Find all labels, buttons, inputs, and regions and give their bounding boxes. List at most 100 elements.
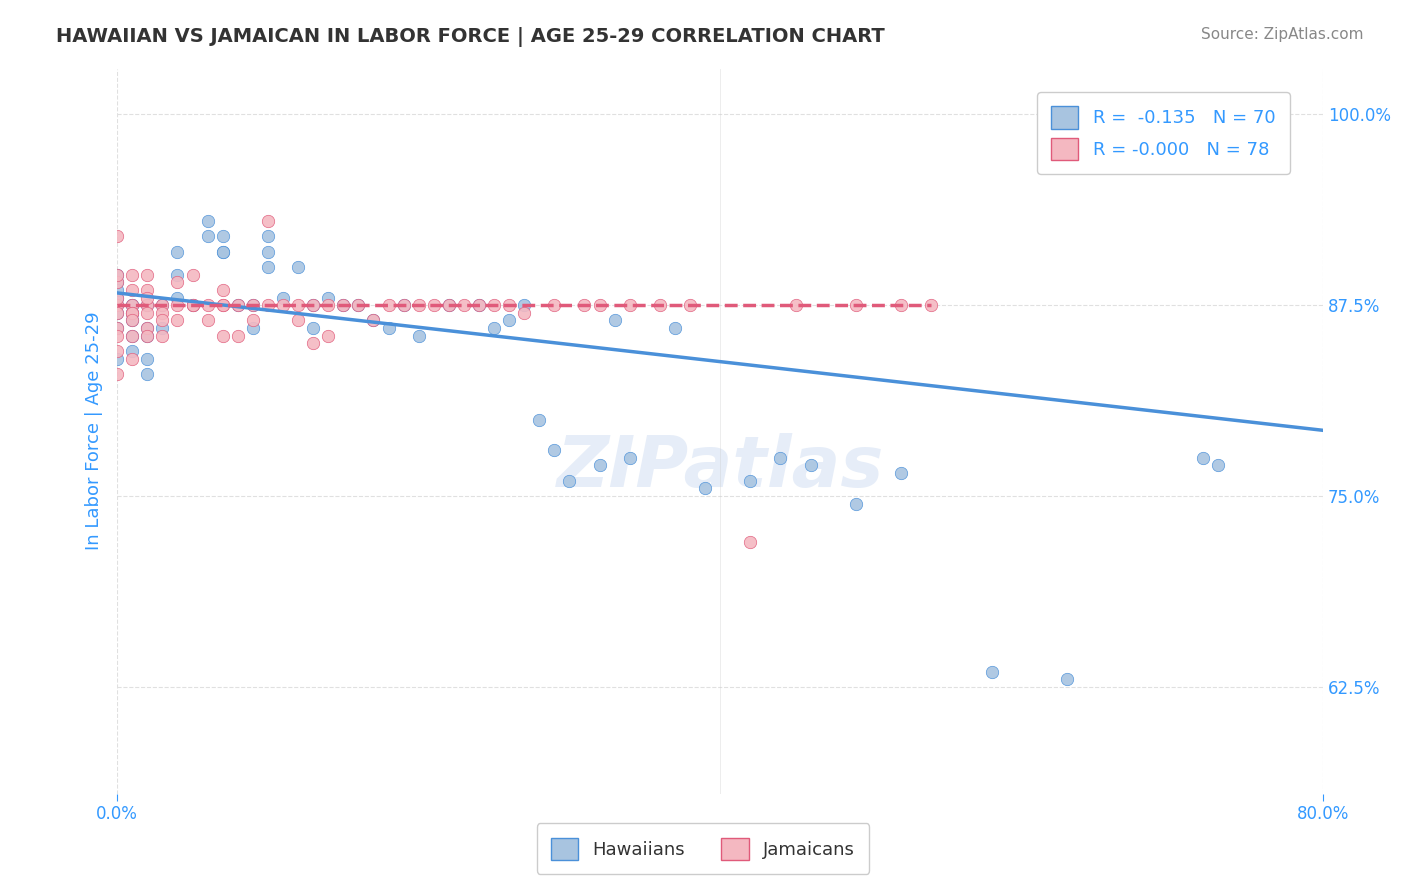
Point — [136, 298, 159, 312]
Point — [166, 313, 188, 327]
Point — [121, 313, 143, 327]
Point — [980, 665, 1002, 679]
Point — [211, 298, 233, 312]
Point — [105, 306, 128, 320]
Point — [211, 244, 233, 259]
Point — [152, 313, 174, 327]
Point — [121, 306, 143, 320]
Point — [105, 275, 128, 289]
Point — [197, 298, 219, 312]
Point — [242, 313, 264, 327]
Point — [105, 291, 128, 305]
Point — [181, 298, 204, 312]
Point — [136, 298, 159, 312]
Point — [543, 298, 565, 312]
Point — [121, 306, 143, 320]
Point — [482, 298, 505, 312]
Point — [211, 298, 233, 312]
Point — [693, 481, 716, 495]
Point — [422, 298, 444, 312]
Point — [529, 412, 551, 426]
Point — [257, 260, 280, 274]
Point — [257, 244, 280, 259]
Point — [197, 214, 219, 228]
Point — [845, 298, 868, 312]
Point — [408, 298, 430, 312]
Point — [136, 351, 159, 366]
Point — [136, 328, 159, 343]
Point — [105, 306, 128, 320]
Point — [121, 298, 143, 312]
Point — [105, 321, 128, 335]
Point — [211, 244, 233, 259]
Point — [498, 298, 520, 312]
Point — [482, 321, 505, 335]
Point — [226, 298, 249, 312]
Point — [740, 534, 762, 549]
Point — [121, 283, 143, 297]
Y-axis label: In Labor Force | Age 25-29: In Labor Force | Age 25-29 — [86, 312, 103, 550]
Point — [437, 298, 460, 312]
Point — [1206, 458, 1229, 473]
Point — [679, 298, 702, 312]
Text: ZIPatlas: ZIPatlas — [557, 433, 884, 502]
Point — [105, 328, 128, 343]
Point — [121, 328, 143, 343]
Point — [242, 298, 264, 312]
Point — [498, 313, 520, 327]
Point — [287, 260, 309, 274]
Point — [121, 298, 143, 312]
Point — [588, 458, 610, 473]
Point — [105, 268, 128, 282]
Point — [121, 298, 143, 312]
Point — [121, 313, 143, 327]
Point — [1191, 450, 1213, 465]
Point — [332, 298, 354, 312]
Point — [136, 306, 159, 320]
Point — [302, 321, 325, 335]
Point — [166, 268, 188, 282]
Point — [603, 313, 626, 327]
Point — [181, 298, 204, 312]
Text: Source: ZipAtlas.com: Source: ZipAtlas.com — [1201, 27, 1364, 42]
Point — [363, 313, 385, 327]
Point — [105, 275, 128, 289]
Point — [105, 291, 128, 305]
Point — [121, 343, 143, 358]
Point — [121, 306, 143, 320]
Point — [105, 283, 128, 297]
Point — [136, 283, 159, 297]
Point — [785, 298, 807, 312]
Point — [800, 458, 823, 473]
Point — [890, 298, 912, 312]
Point — [347, 298, 370, 312]
Point — [211, 328, 233, 343]
Legend: R =  -0.135   N = 70, R = -0.000   N = 78: R = -0.135 N = 70, R = -0.000 N = 78 — [1038, 92, 1289, 174]
Point — [437, 298, 460, 312]
Point — [166, 291, 188, 305]
Point — [136, 367, 159, 381]
Point — [105, 298, 128, 312]
Point — [619, 298, 641, 312]
Point — [105, 351, 128, 366]
Point — [105, 343, 128, 358]
Point — [242, 321, 264, 335]
Point — [513, 298, 536, 312]
Point — [740, 474, 762, 488]
Point — [769, 450, 792, 465]
Point — [558, 474, 581, 488]
Point — [211, 229, 233, 244]
Point — [845, 497, 868, 511]
Point — [121, 268, 143, 282]
Point — [302, 298, 325, 312]
Point — [257, 229, 280, 244]
Text: HAWAIIAN VS JAMAICAN IN LABOR FORCE | AGE 25-29 CORRELATION CHART: HAWAIIAN VS JAMAICAN IN LABOR FORCE | AG… — [56, 27, 884, 46]
Point — [152, 306, 174, 320]
Point — [166, 244, 188, 259]
Point — [392, 298, 415, 312]
Point — [121, 328, 143, 343]
Point — [271, 298, 294, 312]
Point — [271, 291, 294, 305]
Point — [211, 283, 233, 297]
Point — [181, 298, 204, 312]
